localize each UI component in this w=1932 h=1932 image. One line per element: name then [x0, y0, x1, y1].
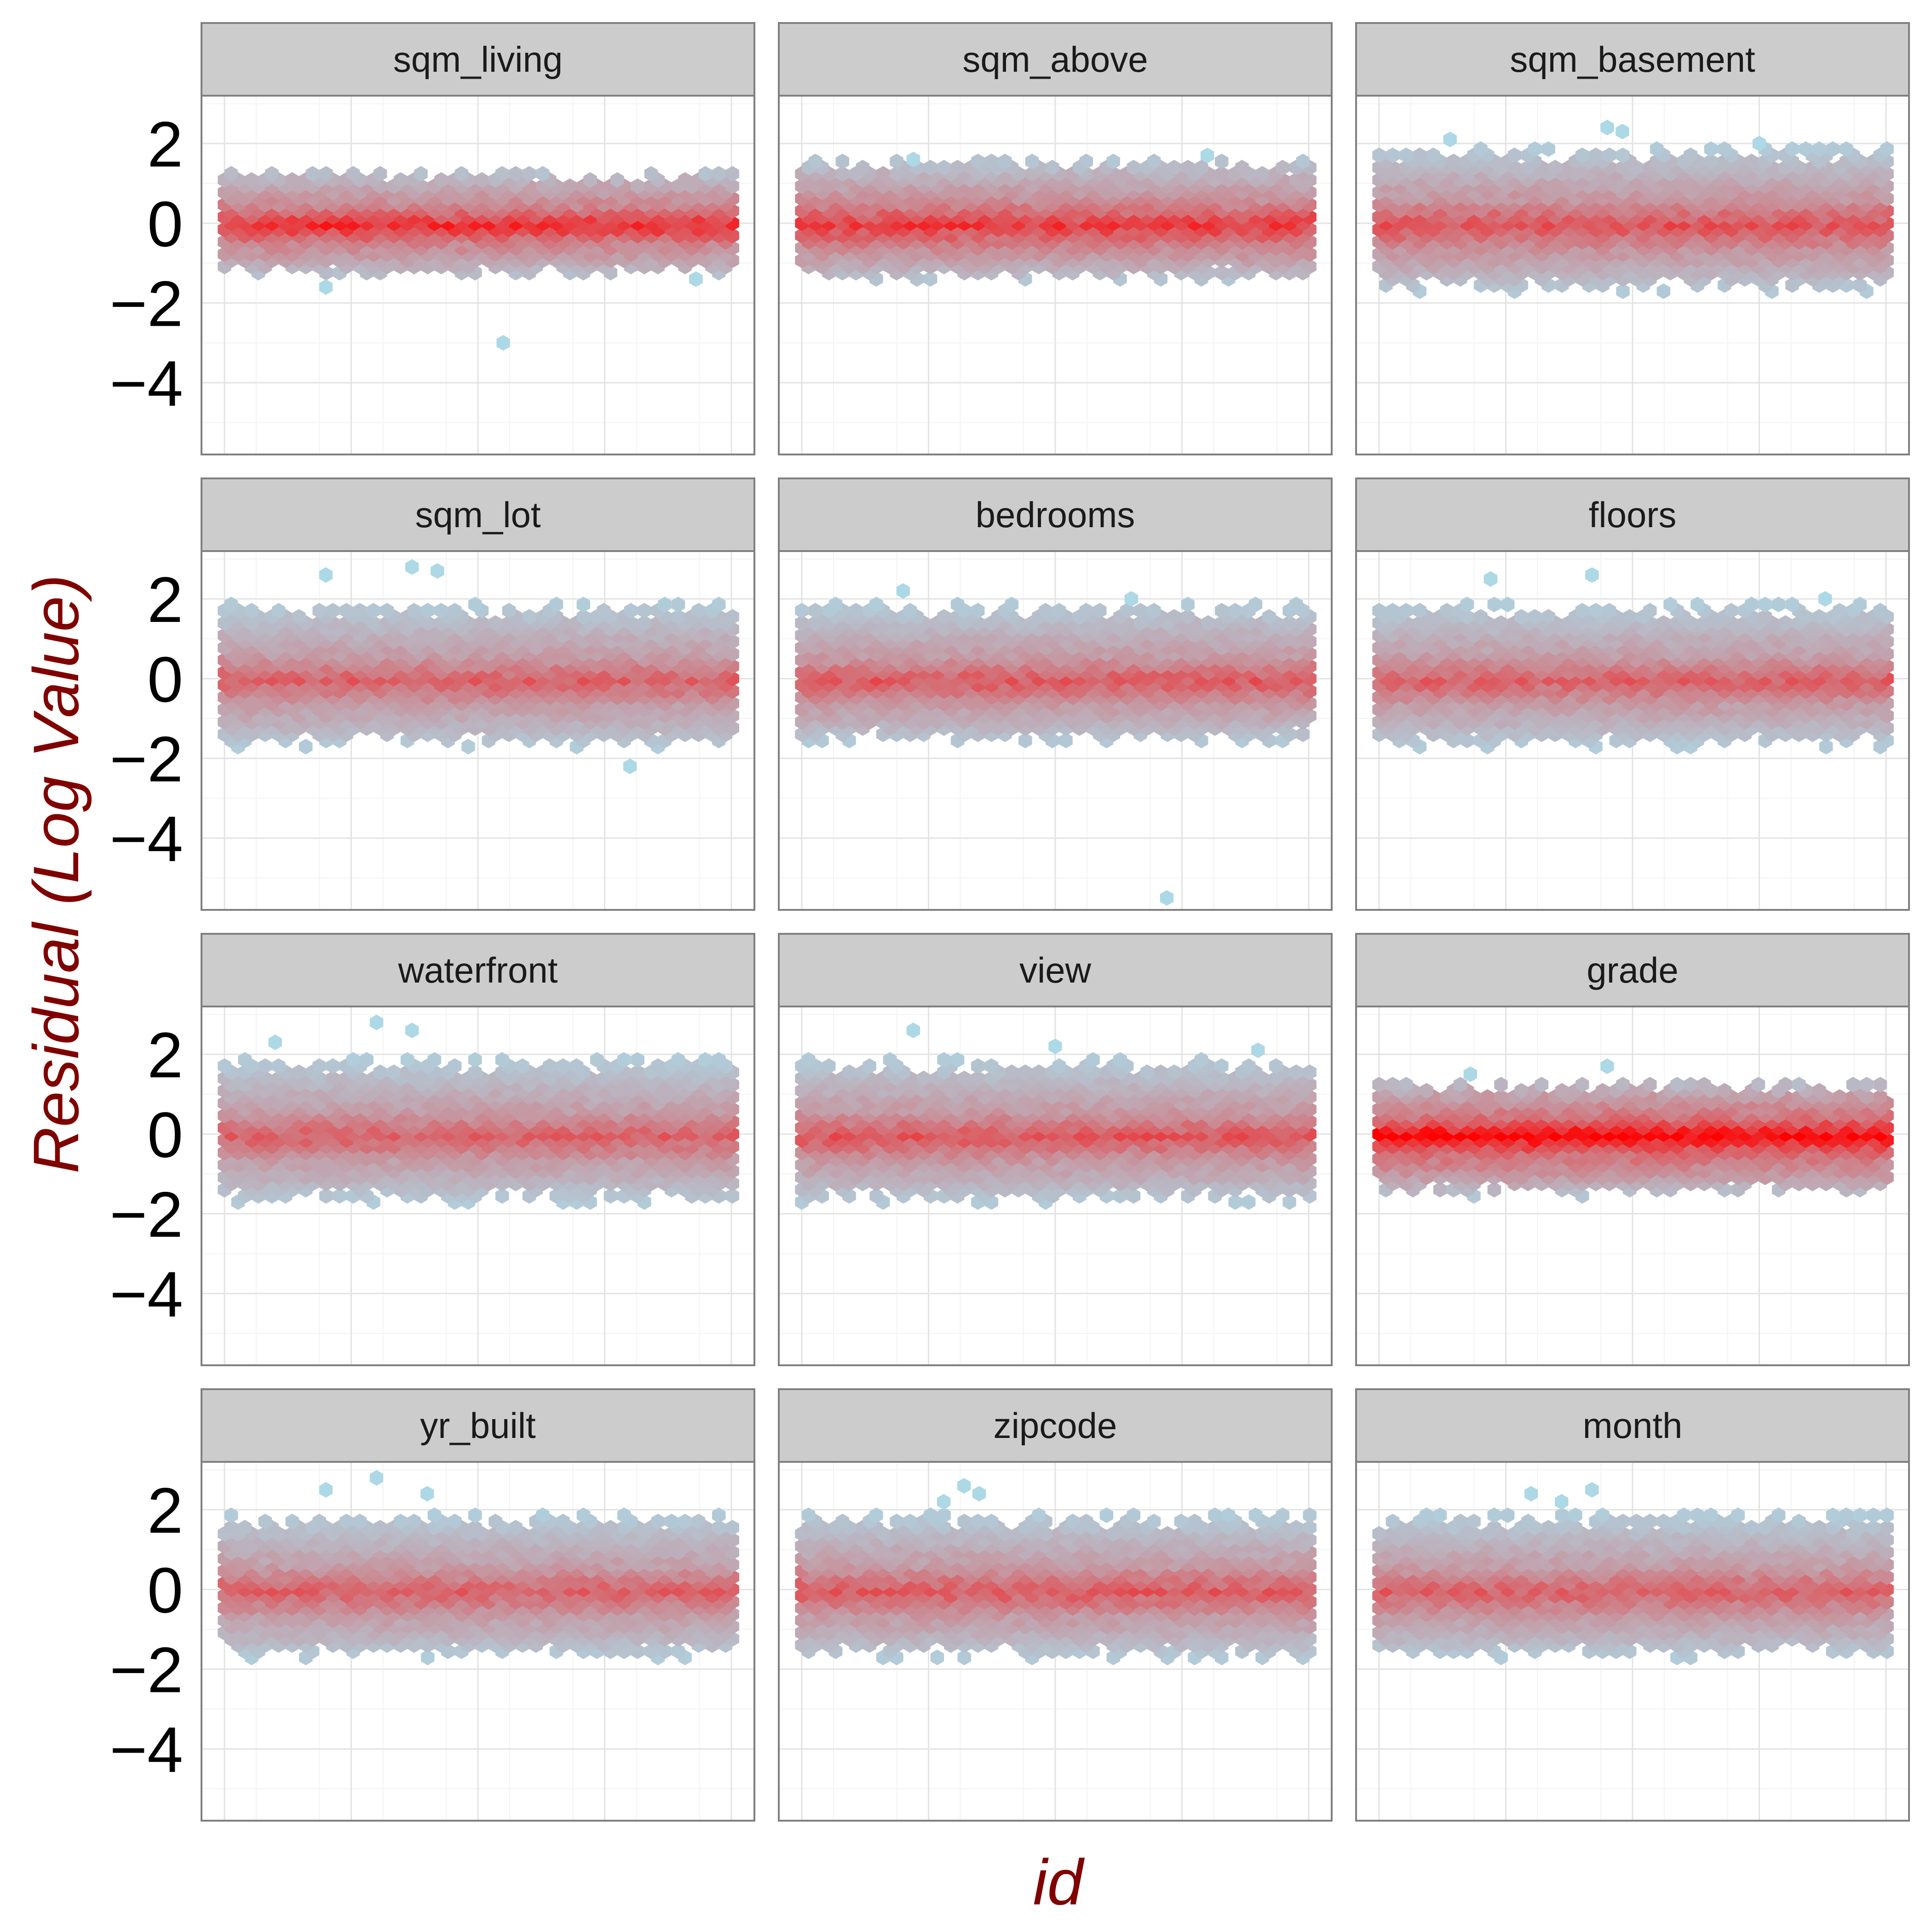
hex-bin-outlier [319, 279, 333, 295]
facet-strip [201, 22, 755, 97]
facet-strip-label: floors [1589, 494, 1677, 535]
y-tick-label: 2 [147, 564, 183, 636]
hex-bin [725, 166, 739, 182]
facet-strip-label: bedrooms [976, 494, 1135, 535]
hex-bin [522, 166, 536, 182]
hex-bin [509, 166, 523, 182]
hex-bin-outlier [689, 271, 703, 287]
hex-bin [394, 172, 408, 188]
facet-panel-sqm_basement: sqm_basement [1355, 22, 1910, 455]
hex-bin [285, 172, 299, 188]
hex-bin [924, 271, 937, 287]
y-tick-label: −4 [109, 803, 183, 875]
hex-bin [346, 166, 360, 182]
hex-bin [265, 166, 279, 182]
facet-strip [778, 22, 1333, 97]
facet-panel-sqm_living: sqm_living 2 0 −2−4 [109, 22, 755, 455]
panel-border [201, 95, 755, 455]
hex-bin [414, 166, 428, 182]
hex-bin [495, 166, 509, 182]
hex-bin [454, 166, 468, 182]
facet-strip-label: sqm_living [393, 39, 563, 80]
hex-bin [224, 166, 238, 182]
hex-bin [305, 166, 320, 182]
facet-panel-bedrooms: bedrooms [778, 477, 1333, 911]
y-tick-label: 0 [147, 643, 183, 715]
facet-strip-label: sqm_above [962, 39, 1148, 80]
hex-bin [1215, 264, 1229, 281]
hex-bin [698, 166, 712, 182]
y-tick-label: −2 [109, 268, 183, 340]
y-tick-label: 2 [147, 108, 183, 180]
hexbin-layer [795, 148, 1317, 287]
hex-bin [536, 166, 550, 182]
hex-bin [319, 166, 333, 182]
hex-bin [563, 178, 577, 194]
y-tick-label: −2 [109, 723, 183, 795]
hex-bin [610, 172, 624, 188]
hex-bin [434, 172, 448, 188]
hex-bin [631, 178, 644, 194]
hex-bin-outlier [496, 335, 510, 351]
hex-bin [475, 172, 489, 188]
hex-bin [583, 172, 597, 188]
facet-strip-label: sqm_basement [1510, 39, 1755, 80]
hex-bin [373, 166, 387, 182]
hex-bin [678, 172, 692, 188]
facet-strip-label: sqm_lot [415, 494, 540, 535]
facet-strip-label: waterfront [398, 950, 558, 990]
facet-panel-sqm_lot: sqm_lot 20 −2 −4 [109, 477, 755, 911]
hex-bin [245, 172, 259, 188]
y-tick-label: −4 [109, 347, 183, 420]
hexbin-layer [218, 166, 739, 351]
y-tick-label: 0 [147, 188, 183, 260]
hex-bin [712, 166, 726, 182]
hex-bin [644, 166, 658, 182]
facet-panel-floors: floors [1355, 477, 1910, 911]
facet-panel-sqm_above: sqm_above [778, 22, 1333, 455]
